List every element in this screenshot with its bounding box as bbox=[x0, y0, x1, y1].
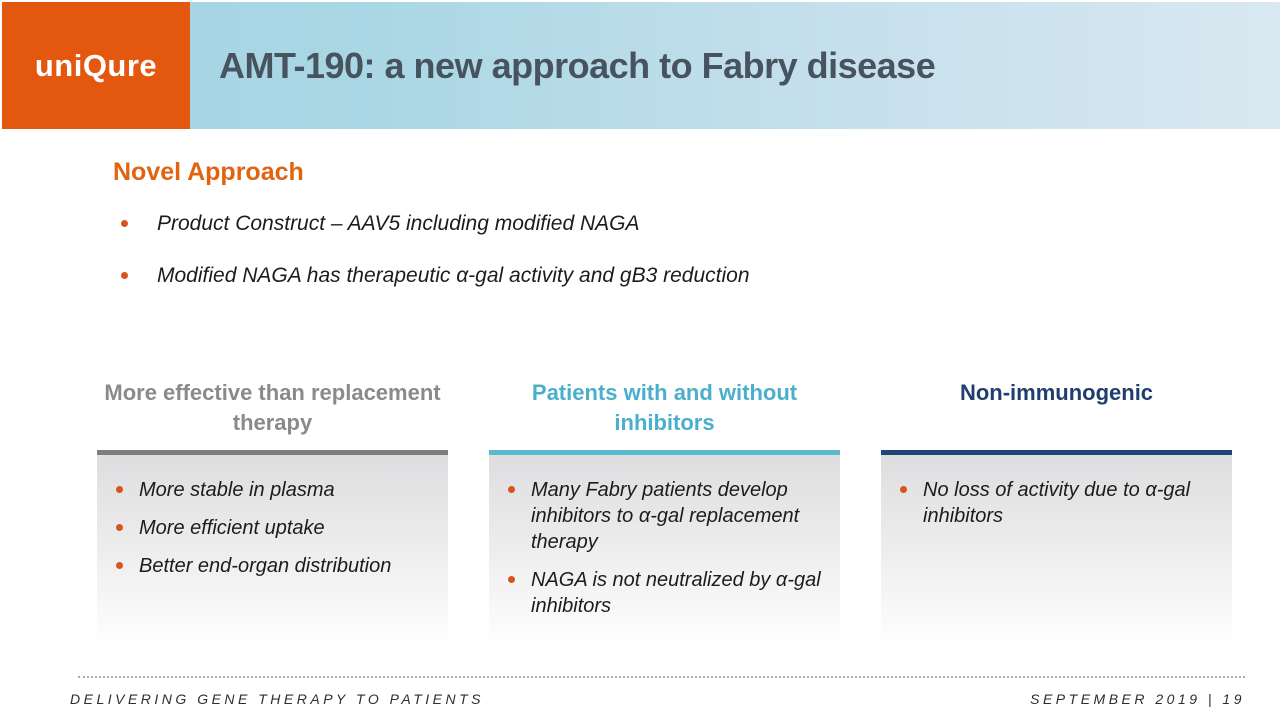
column-non-immunogenic: Non-immunogenic No loss of activity due … bbox=[881, 378, 1232, 660]
column-replacement-therapy: More effective than replacement therapy … bbox=[97, 378, 448, 660]
column-content-box: More stable in plasma More efficient upt… bbox=[97, 455, 448, 660]
uniqure-logo: uniQure bbox=[2, 2, 190, 129]
column-bullet: More efficient uptake bbox=[113, 515, 434, 541]
column-bullet: NAGA is not neutralized by α-gal inhibit… bbox=[505, 567, 826, 619]
column-accent-bar bbox=[489, 450, 840, 455]
slide-title: AMT-190: a new approach to Fabry disease bbox=[219, 44, 936, 86]
logo-text: uniQure bbox=[34, 47, 158, 83]
column-bullet: More stable in plasma bbox=[113, 477, 434, 503]
column-content-box: Many Fabry patients develop inhibitors t… bbox=[489, 455, 840, 660]
footer-dotted-divider bbox=[78, 676, 1245, 678]
intro-bullet: Product Construct – AAV5 including modif… bbox=[119, 210, 1019, 237]
comparison-columns: More effective than replacement therapy … bbox=[97, 378, 1232, 660]
column-bullet-list: More stable in plasma More efficient upt… bbox=[113, 477, 434, 579]
intro-bullet: Modified NAGA has therapeutic α-gal acti… bbox=[119, 262, 1019, 289]
column-bullet-list: No loss of activity due to α-gal inhibit… bbox=[897, 477, 1218, 529]
footer-date-page-number: SEPTEMBER 2019 | 19 bbox=[1030, 691, 1245, 707]
intro-bullet-list: Product Construct – AAV5 including modif… bbox=[119, 210, 1019, 314]
column-content-box: No loss of activity due to α-gal inhibit… bbox=[881, 455, 1232, 660]
column-inhibitors: Patients with and without inhibitors Man… bbox=[489, 378, 840, 660]
section-heading: Novel Approach bbox=[113, 158, 304, 186]
header-band bbox=[2, 2, 1280, 129]
column-bullet: No loss of activity due to α-gal inhibit… bbox=[897, 477, 1218, 529]
column-bullet-list: Many Fabry patients develop inhibitors t… bbox=[505, 477, 826, 619]
column-accent-bar bbox=[881, 450, 1232, 455]
column-bullet: Better end-organ distribution bbox=[113, 553, 434, 579]
column-header: Patients with and without inhibitors bbox=[531, 380, 798, 435]
footer-tagline: DELIVERING GENE THERAPY TO PATIENTS bbox=[70, 691, 484, 707]
column-header: More effective than replacement therapy bbox=[104, 380, 441, 435]
column-accent-bar bbox=[97, 450, 448, 455]
column-header: Non-immunogenic bbox=[959, 380, 1154, 405]
column-bullet: Many Fabry patients develop inhibitors t… bbox=[505, 477, 826, 555]
